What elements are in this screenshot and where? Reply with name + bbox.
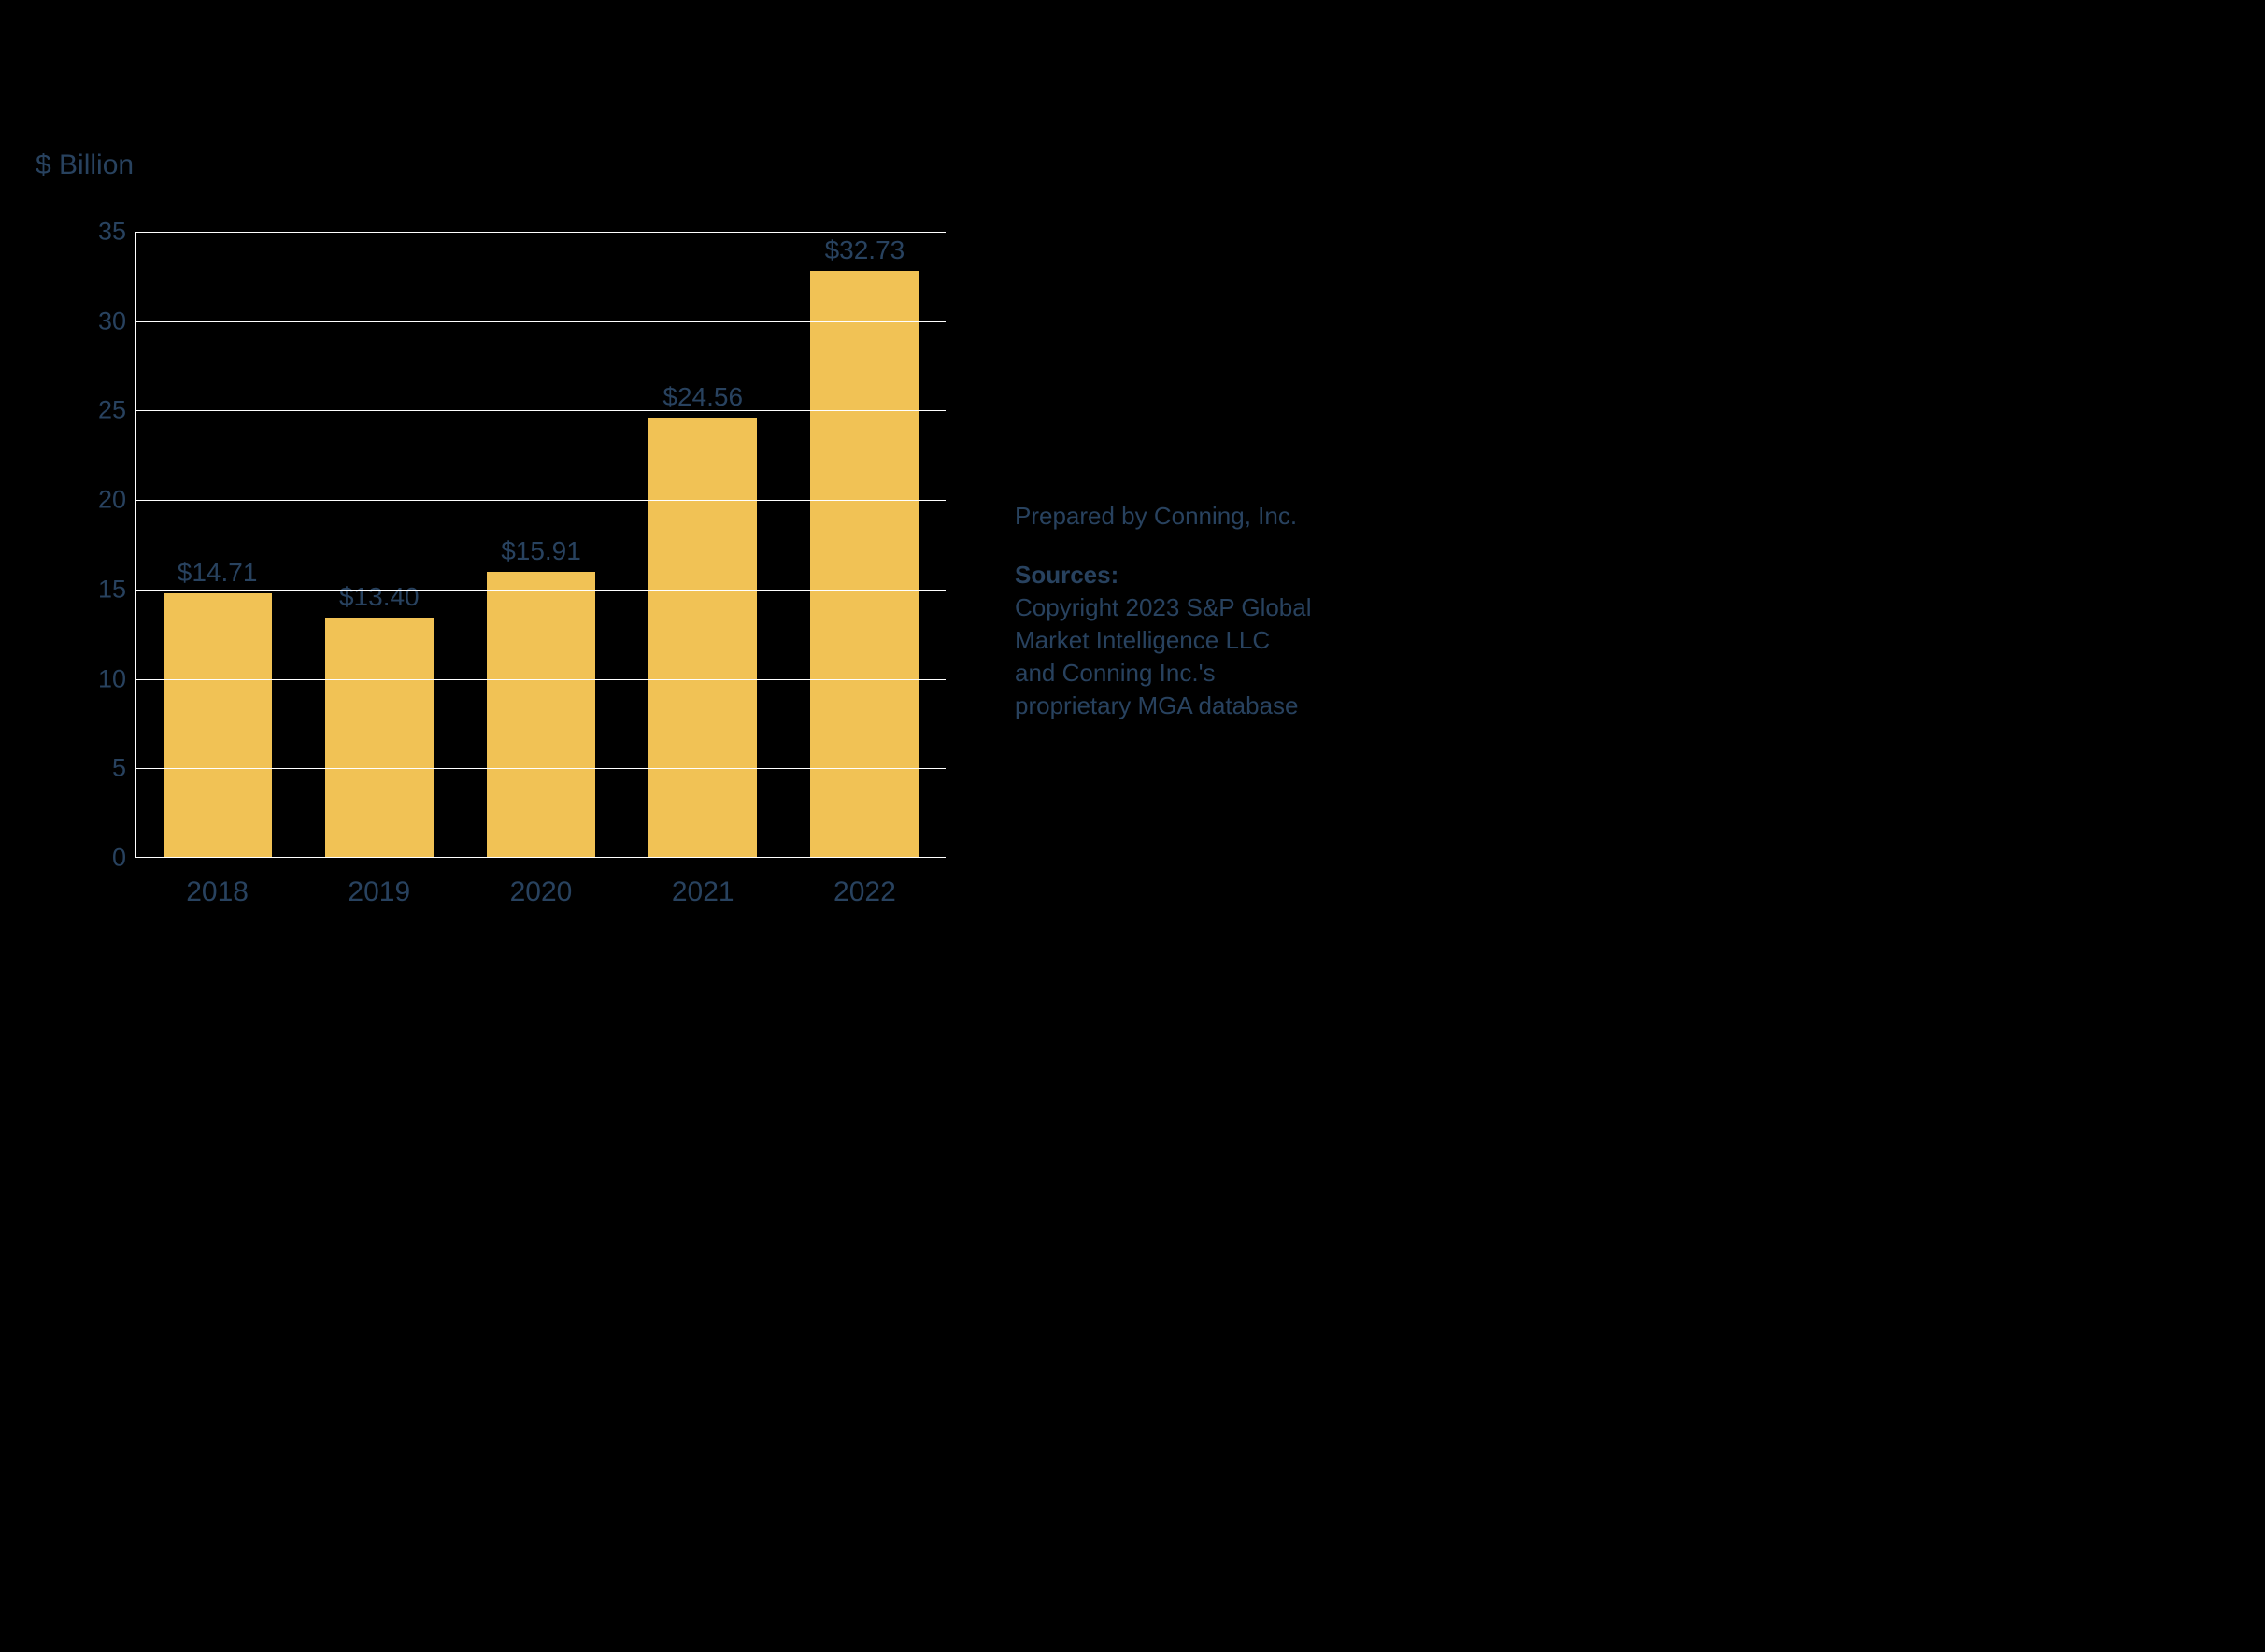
gridline — [136, 590, 946, 591]
x-tick-label: 2019 — [348, 876, 410, 908]
y-tick-label: 25 — [75, 396, 126, 425]
y-tick-label: 5 — [75, 754, 126, 783]
y-axis-title: $ Billion — [36, 150, 134, 181]
bar — [648, 418, 757, 857]
y-tick-label: 20 — [75, 486, 126, 515]
y-tick-label: 15 — [75, 575, 126, 604]
bar-value-label: $13.40 — [339, 582, 420, 612]
x-tick-label: 2018 — [186, 876, 249, 908]
chart-canvas: $ Billion $14.712018$13.402019$15.912020… — [0, 0, 1430, 1043]
y-tick-label: 30 — [75, 306, 126, 335]
sources-label: Sources: — [1015, 559, 1314, 591]
bar-slot: $24.562021 — [622, 232, 784, 857]
chart-area: $14.712018$13.402019$15.912020$24.562021… — [70, 232, 946, 904]
gridline — [136, 768, 946, 769]
gridline — [136, 500, 946, 501]
side-notes: Prepared by Conning, Inc. Sources: Copyr… — [1015, 500, 1314, 749]
sources-text: Copyright 2023 S&P Global Market Intelli… — [1015, 591, 1314, 722]
y-tick-label: 0 — [75, 844, 126, 873]
gridline — [136, 321, 946, 322]
x-tick-label: 2020 — [510, 876, 573, 908]
bar-slot: $15.912020 — [460, 232, 621, 857]
x-tick-label: 2021 — [672, 876, 734, 908]
bar — [325, 618, 434, 858]
plot-area: $14.712018$13.402019$15.912020$24.562021… — [135, 232, 946, 858]
prepared-by-text: Prepared by Conning, Inc. — [1015, 500, 1314, 533]
bar — [164, 593, 272, 857]
gridline — [136, 232, 946, 233]
bar — [487, 572, 595, 857]
bar-value-label: $24.56 — [662, 382, 743, 412]
bar-value-label: $15.91 — [501, 536, 581, 566]
y-tick-label: 35 — [75, 218, 126, 247]
bar-slot: $14.712018 — [136, 232, 298, 857]
x-tick-label: 2022 — [833, 876, 896, 908]
gridline — [136, 679, 946, 680]
bar-value-label: $14.71 — [178, 558, 258, 588]
bar-slot: $32.732022 — [784, 232, 946, 857]
y-tick-label: 10 — [75, 664, 126, 693]
bar-value-label: $32.73 — [825, 235, 905, 265]
gridline — [136, 410, 946, 411]
bars-container: $14.712018$13.402019$15.912020$24.562021… — [136, 232, 946, 857]
bar-slot: $13.402019 — [298, 232, 460, 857]
